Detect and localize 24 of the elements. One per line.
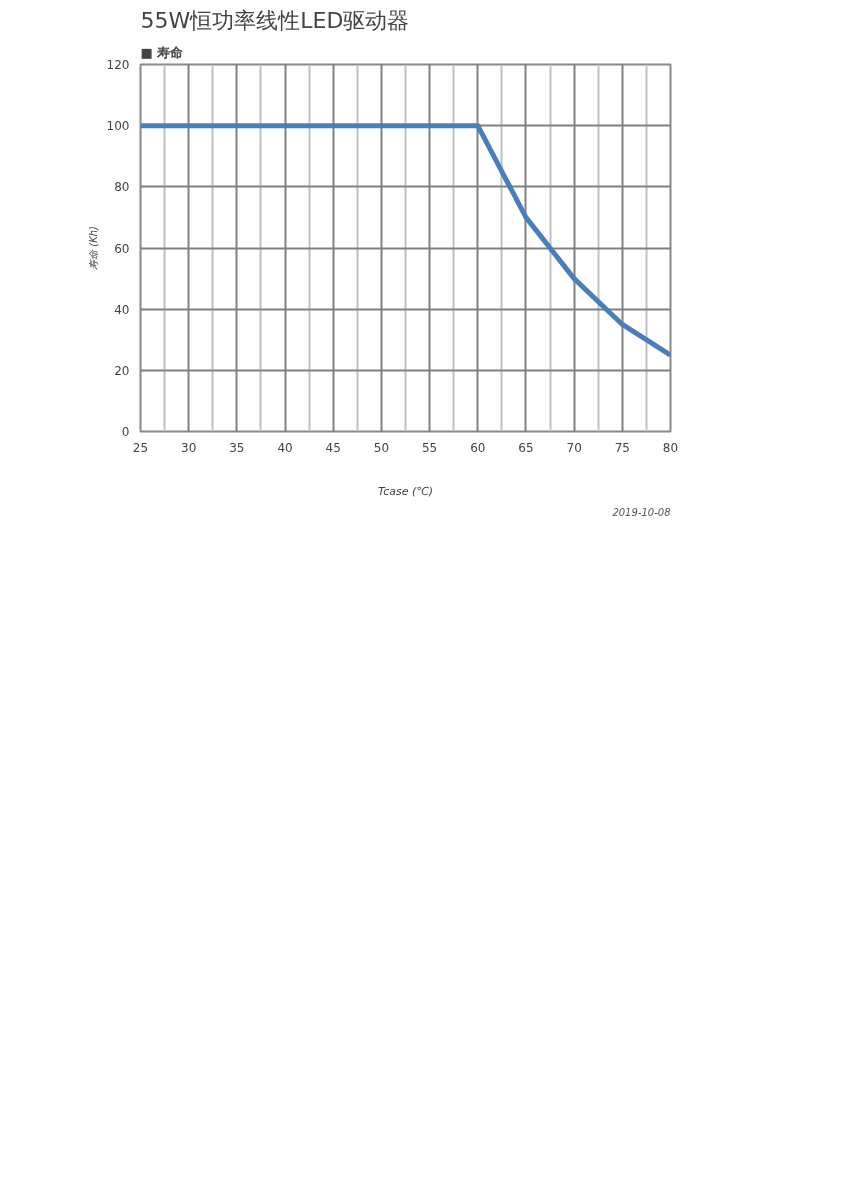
x-tick-label: 75 — [614, 440, 630, 455]
y-axis-title: 寿命 (Kh) — [87, 226, 99, 270]
x-tick-label: 25 — [132, 440, 149, 455]
y-tick-label: 0 — [121, 425, 130, 439]
x-tick-label: 70 — [566, 440, 582, 455]
x-tick-label: 50 — [373, 440, 390, 455]
y-tick-label: 60 — [114, 241, 130, 256]
chart-title: 55W恒功率线性LED驱动器 — [140, 7, 410, 33]
y-tick-label: 40 — [114, 302, 130, 317]
x-tick-label: 80 — [662, 440, 679, 455]
x-tick-label: 35 — [229, 440, 245, 455]
x-tick-label: 40 — [277, 440, 293, 455]
x-axis-title: Tcase (℃) — [377, 484, 434, 498]
text: 2019-10-08 — [612, 506, 671, 518]
y-tick-label: 100 — [106, 119, 130, 134]
y-tick-label: 120 — [106, 58, 130, 72]
y-tick-label: 20 — [114, 363, 130, 378]
y-tick-label: 80 — [114, 180, 130, 195]
x-tick-label: 60 — [470, 440, 486, 455]
x-tick-label: 30 — [181, 440, 197, 455]
x-tick-label: 65 — [518, 440, 534, 455]
x-tick-label: 55 — [421, 440, 438, 455]
x-tick-label: 45 — [325, 440, 341, 455]
chart-subtitle: ■ 寿命 — [140, 44, 185, 60]
